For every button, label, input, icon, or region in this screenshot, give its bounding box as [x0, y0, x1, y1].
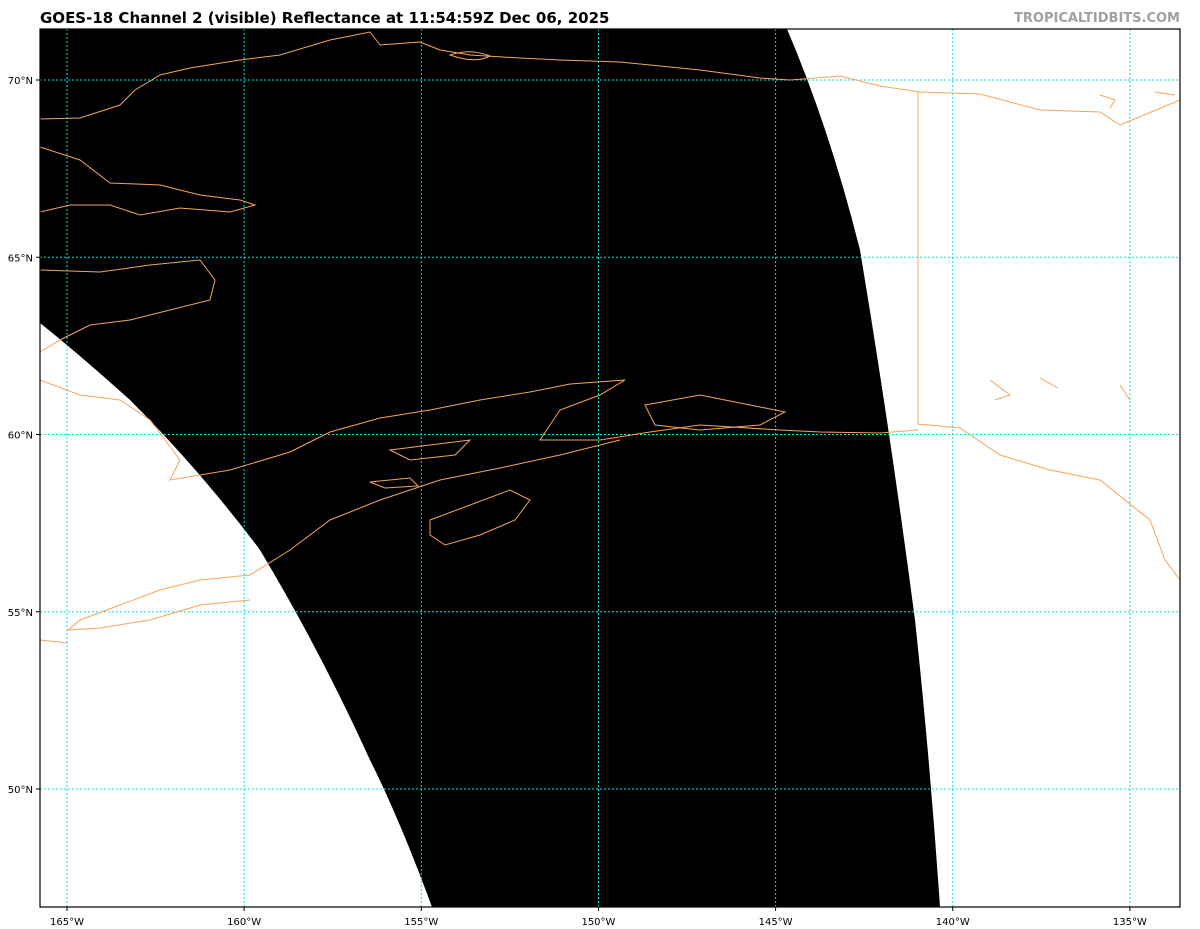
- lon-label: 150°W: [581, 917, 615, 928]
- axis-ticks: 165°W 160°W 155°W 150°W 145°W 140°W 135°W 70°N 6…: [8, 76, 1147, 928]
- coastlines: [40, 31, 1180, 644]
- map-title: GOES-18 Channel 2 (visible) Reflectance …: [40, 9, 610, 27]
- lon-label: 155°W: [404, 917, 438, 928]
- lat-label: 60°N: [8, 431, 33, 442]
- gridlines: [40, 29, 1180, 907]
- satellite-dark-area: [40, 29, 940, 907]
- lon-label: 140°W: [936, 917, 970, 928]
- site-credit: TROPICALTIDBITS.COM: [1014, 11, 1180, 26]
- lon-label: 160°W: [227, 917, 261, 928]
- lat-label: 70°N: [8, 76, 33, 87]
- lon-label: 135°W: [1113, 917, 1147, 928]
- map-frame: [39, 28, 1181, 908]
- lon-label: 145°W: [759, 917, 793, 928]
- lon-label: 165°W: [50, 917, 84, 928]
- lat-label: 65°N: [8, 253, 33, 264]
- lat-label: 55°N: [8, 608, 33, 619]
- lat-label: 50°N: [8, 785, 33, 796]
